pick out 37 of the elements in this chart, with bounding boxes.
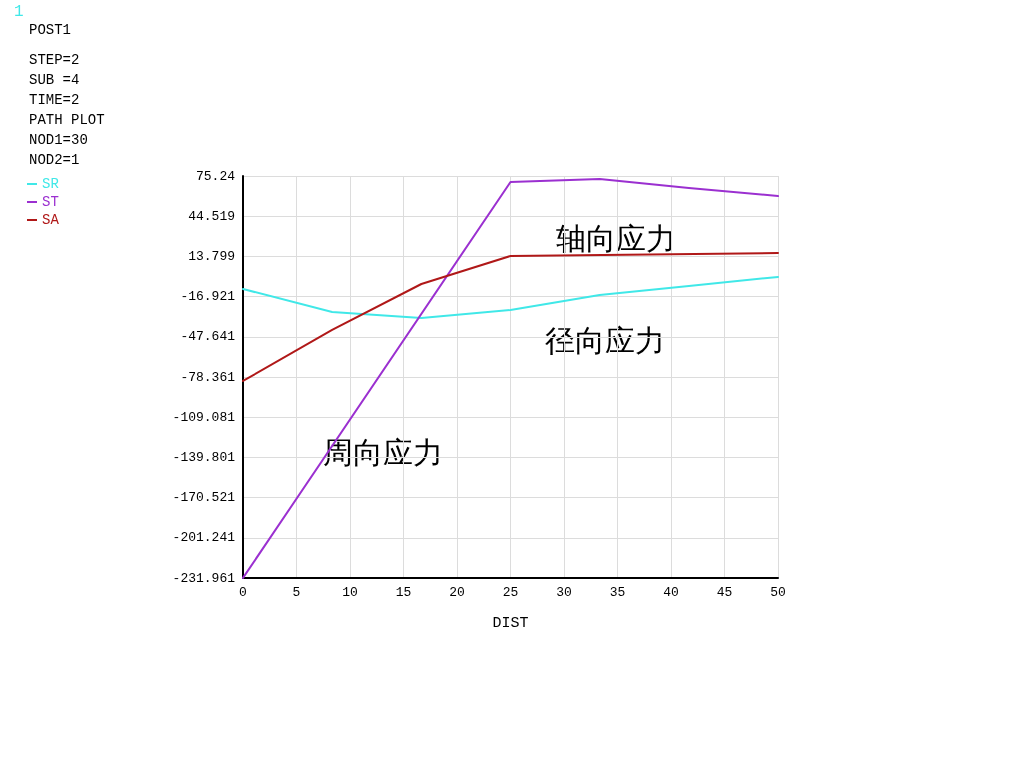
x-tick-label: 0 [239,585,247,600]
x-tick-label: 10 [342,585,358,600]
y-tick-label: -109.081 [172,409,236,425]
y-tick-label: -78.361 [180,369,236,385]
x-tick-label: 40 [663,585,679,600]
line-series [242,275,779,320]
text: 1 [14,3,24,21]
y-tick-label: -139.801 [172,449,236,465]
y-tick-label: 44.519 [188,208,235,224]
y-tick-label: -170.521 [172,490,236,506]
text: NOD1=30 [29,132,88,148]
x-tick-label: 35 [609,585,626,600]
line-series [242,252,779,382]
x-tick-label: 20 [449,585,465,600]
y-tick-label: 75.24 [195,168,236,184]
x-tick-label: 30 [556,585,572,600]
legend-label: SA [42,212,60,228]
y-tick-label: -231.961 [172,570,236,586]
x-axis-title: DIST [492,615,529,632]
text: TIME=2 [29,92,80,108]
x-tick-label: 50 [770,585,786,600]
text: STEP=2 [29,52,80,68]
x-tick-label: 5 [292,585,301,600]
legend-label: ST [42,194,59,210]
x-tick-label: 15 [395,585,412,600]
y-tick-label: -47.641 [180,329,236,345]
x-tick-label: 45 [716,585,733,600]
text: NOD2=1 [29,152,80,168]
text: PATH PLOT [29,112,105,128]
x-tick-label: 25 [502,585,519,600]
legend-label: SR [42,176,60,192]
y-tick-label: -16.921 [180,289,236,305]
text: SUB =4 [29,72,80,88]
text: POST1 [29,22,72,38]
y-tick-label: -201.241 [172,530,236,546]
y-tick-label: 13.799 [188,248,235,264]
line-series [242,178,779,579]
